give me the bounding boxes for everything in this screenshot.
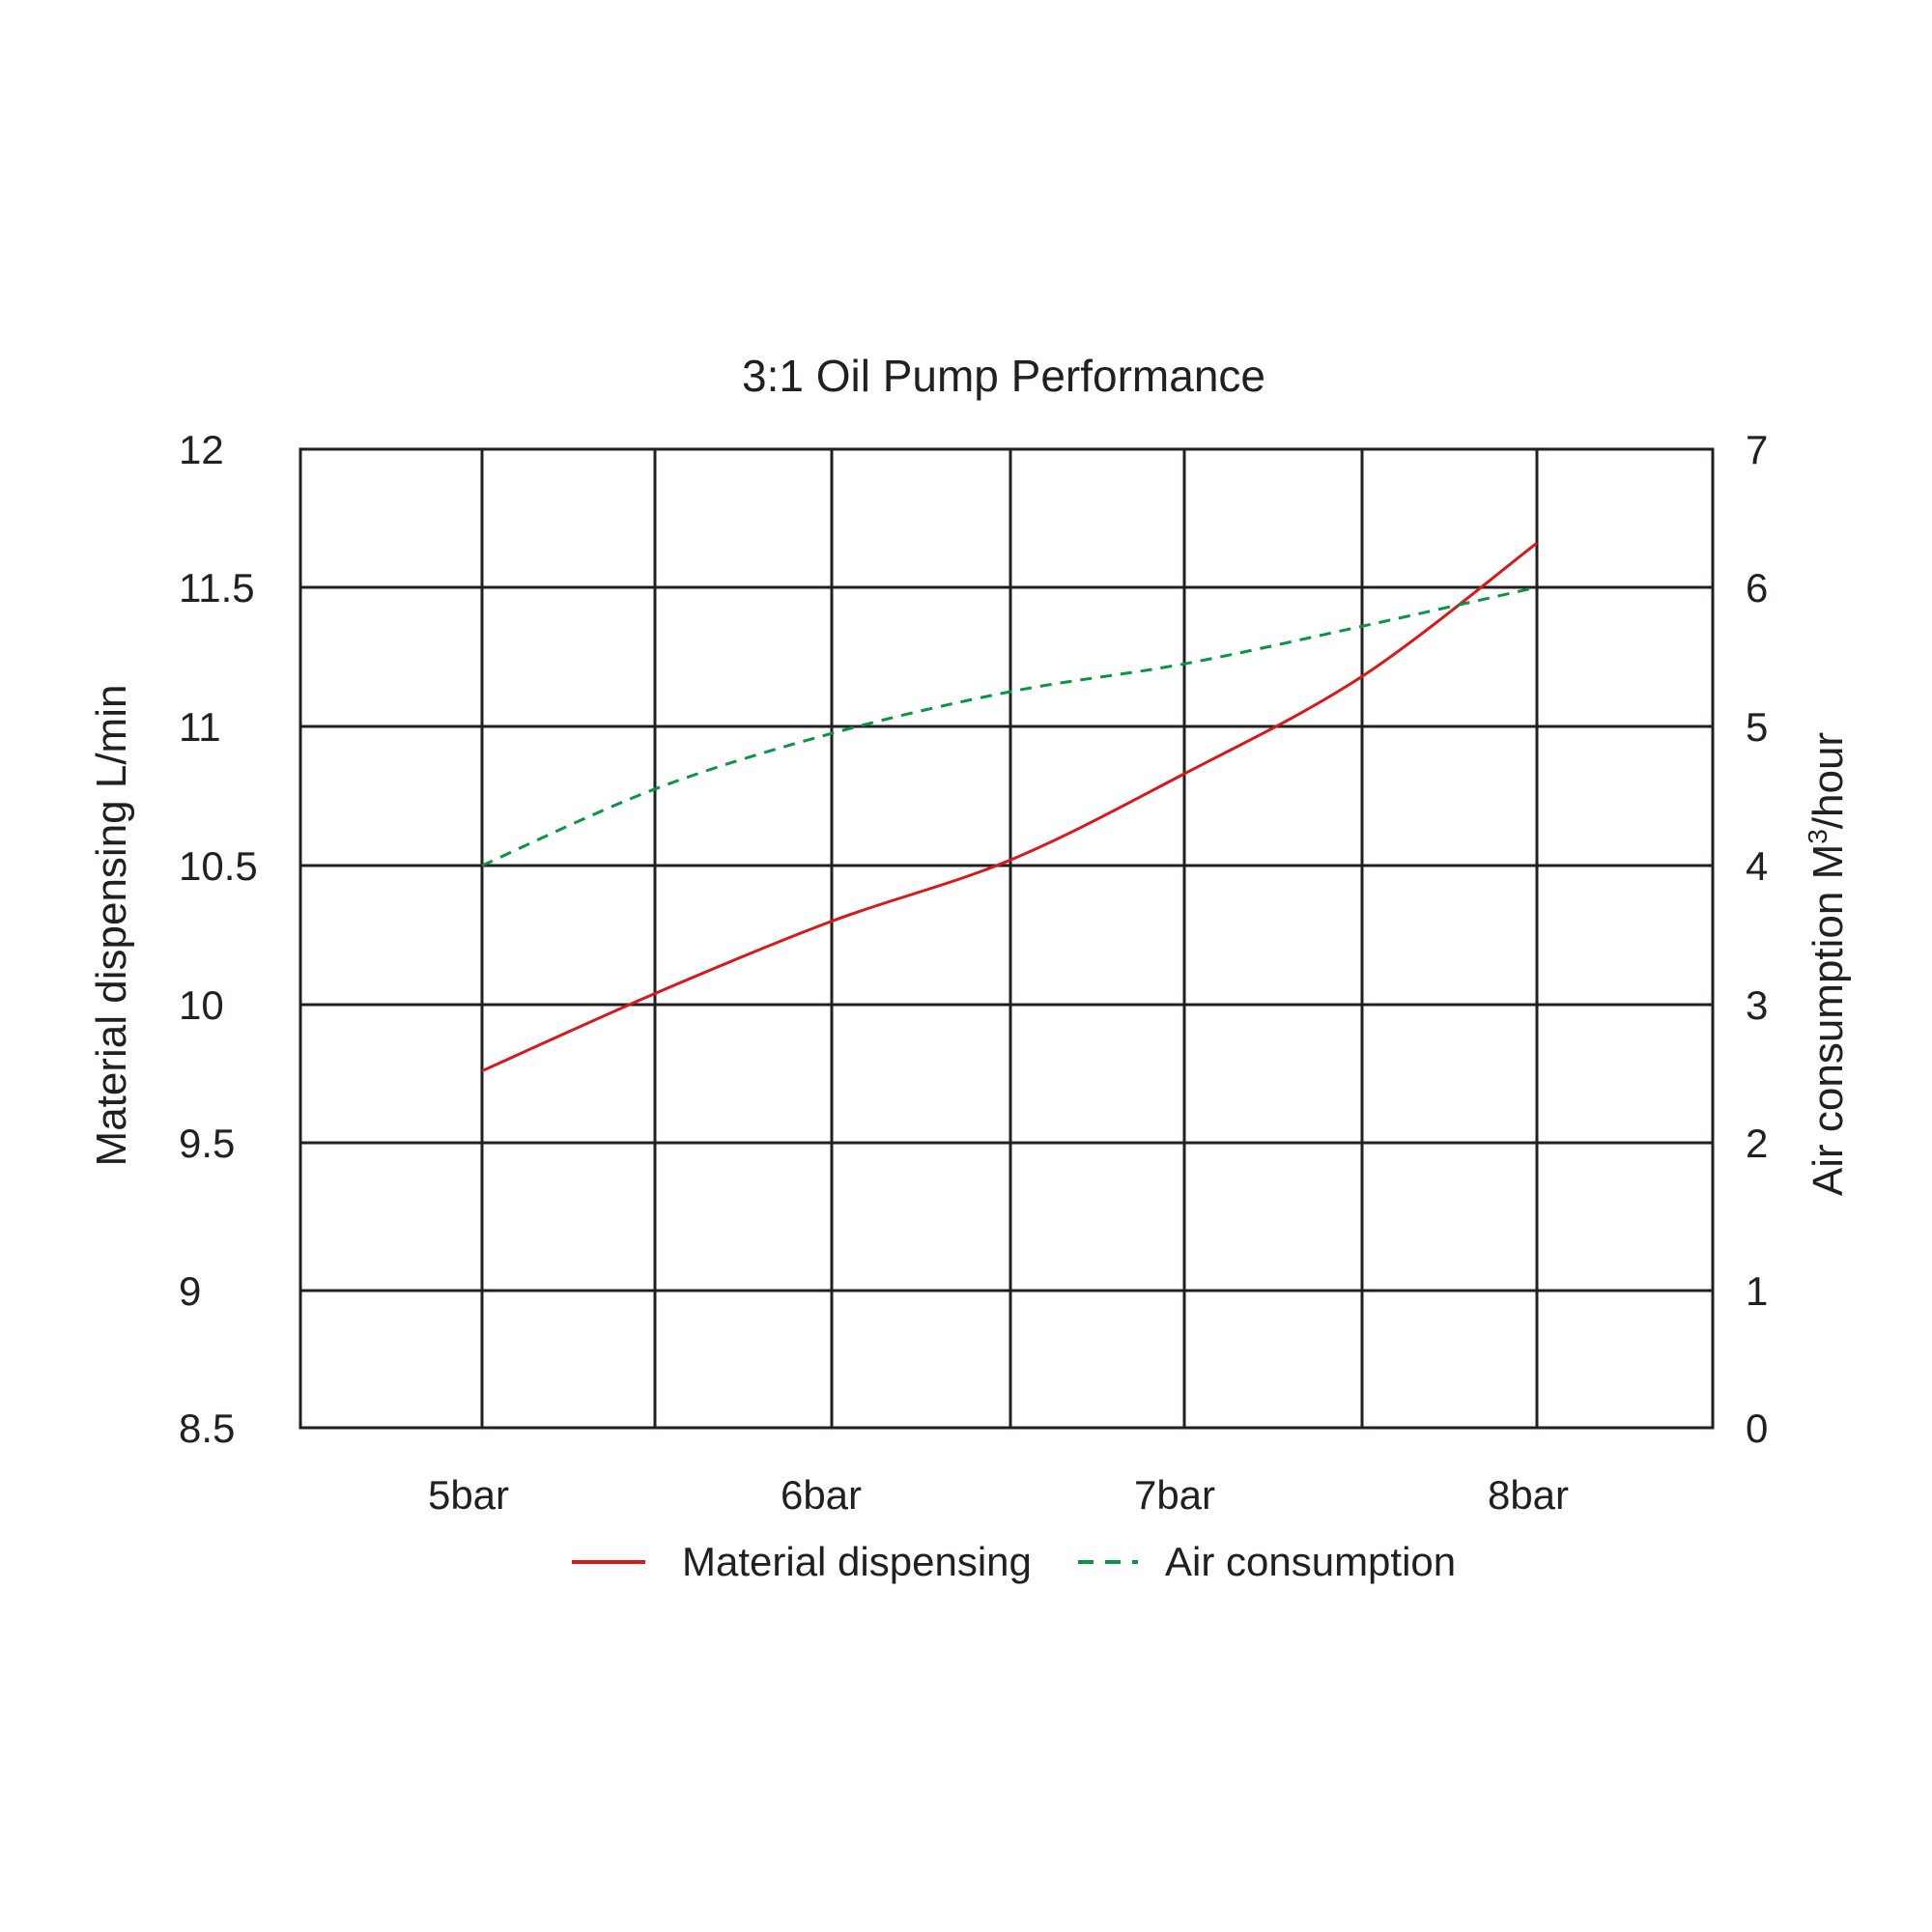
right-axis-label-main: Air consumption M <box>1804 844 1852 1196</box>
right-tick-label: 2 <box>1746 1121 1768 1166</box>
x-tick-label: 6bar <box>781 1472 862 1518</box>
x-tick-label: 5bar <box>428 1472 509 1518</box>
left-tick-label: 10.5 <box>179 843 258 889</box>
grid <box>298 447 1715 1430</box>
right-axis-label: Air consumption M3/hour <box>1803 732 1852 1196</box>
right-axis-label-tail: /hour <box>1804 732 1852 829</box>
left-tick-label: 9.5 <box>179 1121 235 1166</box>
plot-frame <box>298 447 1715 1430</box>
left-axis-ticks: 12 11.5 11 10.5 10 9.5 9 8.5 <box>179 427 258 1451</box>
x-tick-label: 8bar <box>1488 1472 1569 1518</box>
legend-label-air: Air consumption <box>1165 1539 1456 1584</box>
left-tick-label: 9 <box>179 1268 201 1314</box>
right-tick-label: 1 <box>1746 1268 1768 1314</box>
legend: Material dispensing Air consumption <box>572 1539 1456 1584</box>
left-axis-label: Material dispensing L/min <box>88 685 135 1167</box>
chart-title: 3:1 Oil Pump Performance <box>742 351 1265 401</box>
left-tick-label: 8.5 <box>179 1406 235 1451</box>
right-tick-label: 4 <box>1746 843 1768 889</box>
x-axis-ticks: 5bar 6bar 7bar 8bar <box>428 1472 1569 1518</box>
right-tick-label: 0 <box>1746 1406 1768 1451</box>
right-tick-label: 3 <box>1746 982 1768 1028</box>
right-tick-label: 7 <box>1746 427 1768 472</box>
x-tick-label: 7bar <box>1134 1472 1215 1518</box>
right-axis-ticks: 7 6 5 4 3 2 1 0 <box>1746 427 1768 1451</box>
right-tick-label: 5 <box>1746 704 1768 750</box>
left-tick-label: 11.5 <box>179 565 255 611</box>
right-axis-label-sup: 3 <box>1803 829 1833 844</box>
right-tick-label: 6 <box>1746 565 1768 611</box>
series-line-air-consumption <box>481 585 1538 867</box>
legend-label-material: Material dispensing <box>682 1539 1032 1584</box>
left-tick-label: 10 <box>179 982 224 1028</box>
series-layer <box>481 542 1538 1072</box>
series-line-material-dispensing <box>481 542 1538 1072</box>
left-tick-label: 11 <box>179 704 221 750</box>
left-tick-label: 12 <box>179 427 224 472</box>
